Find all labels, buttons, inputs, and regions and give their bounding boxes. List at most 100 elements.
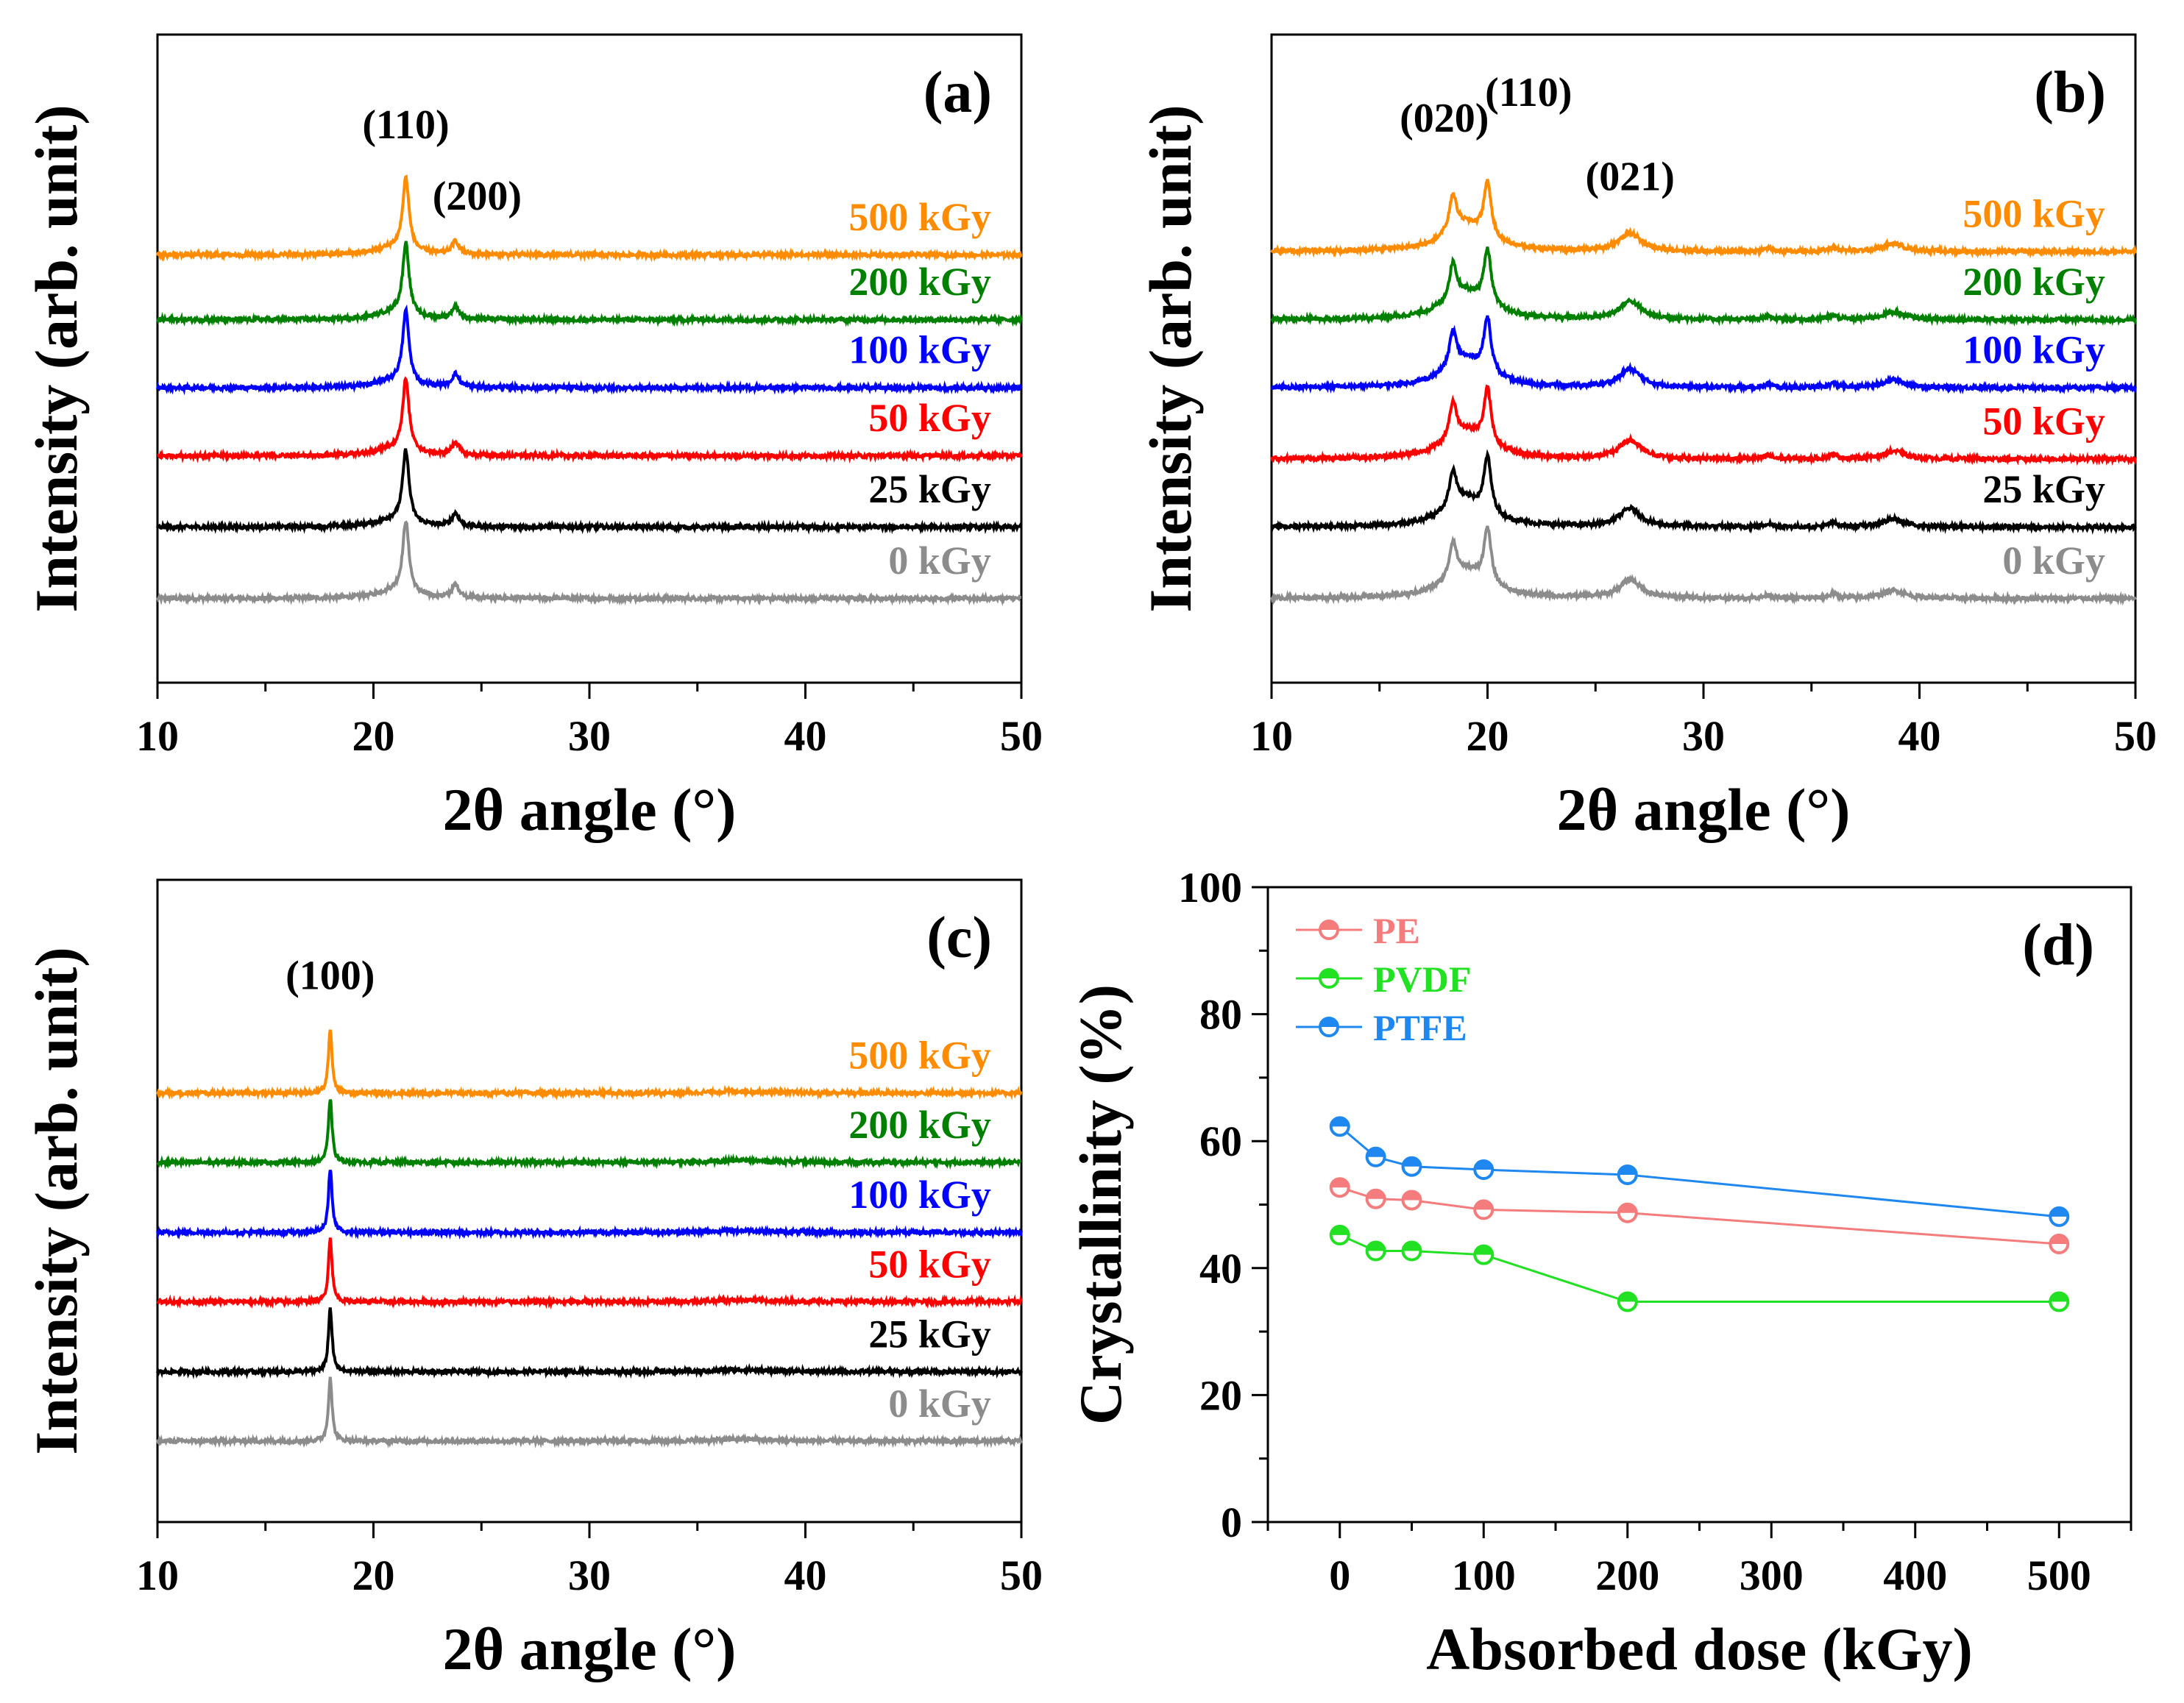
x-tick-label: 300 — [1740, 1551, 1804, 1599]
data-point-fill — [1330, 1178, 1349, 1188]
data-point-fill — [1366, 1148, 1385, 1157]
peak-annotation: (021) — [1586, 154, 1675, 199]
data-point-fill — [2050, 1207, 2068, 1217]
y-tick-label: 100 — [1178, 864, 1242, 911]
series-label: 200 kGy — [848, 260, 991, 304]
series-label: 500 kGy — [848, 1034, 991, 1078]
panel-b: 10 20 30 40 50 2θ angle (°) Intensity (arb. un… — [1137, 33, 2157, 843]
x-tick-label: 30 — [568, 712, 611, 760]
series-line — [1270, 246, 2137, 327]
x-axis-title: 2θ angle (°) — [443, 776, 737, 843]
series-label: 0 kGy — [888, 1382, 991, 1426]
x-tick-label: 50 — [1000, 1551, 1043, 1599]
series-label: 500 kGy — [848, 195, 991, 239]
series-line — [156, 520, 1021, 607]
x-tick-label: 0 — [1329, 1551, 1350, 1599]
legend-label: PVDF — [1373, 959, 1471, 1000]
series-line — [1270, 449, 2137, 535]
y-tick-label: 0 — [1221, 1498, 1242, 1546]
legend-marker-fill — [1320, 970, 1338, 978]
data-point-fill — [1618, 1165, 1637, 1175]
data-point-fill — [1330, 1117, 1349, 1127]
y-tick-label: 80 — [1199, 991, 1242, 1039]
x-tick-label: 20 — [1467, 712, 1509, 760]
peak-annotation: (020) — [1400, 96, 1489, 141]
series-line — [156, 1170, 1023, 1240]
x-tick-label: 50 — [1000, 712, 1043, 760]
data-point-fill — [1330, 1226, 1349, 1235]
x-tick-label: 10 — [136, 1551, 179, 1599]
series-line — [1339, 1186, 2060, 1245]
series-label: 0 kGy — [2002, 538, 2105, 583]
legend-label: PE — [1373, 910, 1420, 951]
series-label: 25 kGy — [868, 1312, 991, 1357]
data-point-fill — [1475, 1161, 1493, 1170]
series-line — [156, 1307, 1023, 1380]
data-point-fill — [1366, 1242, 1385, 1251]
series-line — [156, 1237, 1023, 1310]
peak-annotation: (110) — [1485, 70, 1572, 115]
data-point-fill — [1403, 1242, 1421, 1251]
series-label: 100 kGy — [848, 1173, 991, 1217]
data-point-fill — [1618, 1293, 1637, 1302]
series-label: 100 kGy — [1963, 328, 2105, 372]
series-line — [156, 174, 1023, 263]
series-label: 50 kGy — [868, 1242, 991, 1286]
data-point-fill — [1403, 1157, 1421, 1167]
series-label: 50 kGy — [868, 396, 991, 440]
data-point-fill — [2050, 1235, 2068, 1245]
series-line — [156, 304, 1023, 396]
legend-marker-fill — [1320, 921, 1338, 930]
x-tick-label: 100 — [1452, 1551, 1516, 1599]
x-tick-label: 30 — [1682, 712, 1725, 760]
series-line — [156, 241, 1023, 327]
x-tick-label: 40 — [784, 712, 827, 760]
panel-a: 10 20 30 40 50 2θ angle (°) Intensity (arb. un… — [23, 33, 1043, 843]
peak-annotation: (100) — [286, 953, 375, 998]
data-point-fill — [1618, 1204, 1637, 1213]
x-tick-label: 10 — [1250, 712, 1293, 760]
x-tick-label: 20 — [352, 1551, 395, 1599]
series-line — [156, 448, 1023, 535]
peak-annotation: (200) — [433, 174, 522, 219]
y-tick-label: 60 — [1199, 1117, 1242, 1165]
series-label: 100 kGy — [848, 328, 991, 372]
series-line — [157, 376, 1023, 464]
data-point-fill — [1366, 1190, 1385, 1199]
x-axis-title: 2θ angle (°) — [443, 1615, 737, 1682]
legend-marker-fill — [1320, 1018, 1338, 1027]
series-line — [1270, 525, 2137, 606]
x-tick-label: 500 — [2027, 1551, 2091, 1599]
series-line — [156, 1376, 1023, 1449]
x-tick-label: 400 — [1883, 1551, 1947, 1599]
series-line — [1270, 384, 2137, 466]
data-point-fill — [2050, 1293, 2068, 1302]
series-line — [156, 1099, 1021, 1170]
y-axis-title: Intensity (arb. unit) — [23, 104, 90, 612]
x-tick-label: 30 — [568, 1551, 611, 1599]
y-axis-title: Intensity (arb. unit) — [23, 947, 90, 1454]
series-label: 25 kGy — [868, 467, 991, 511]
x-tick-label: 200 — [1595, 1551, 1659, 1599]
y-tick-label: 20 — [1199, 1371, 1242, 1419]
series-line — [1270, 179, 2137, 259]
series-label: 500 kGy — [1963, 192, 2105, 236]
panel-label: (c) — [926, 906, 992, 970]
data-point-fill — [1403, 1191, 1421, 1201]
data-point-fill — [1475, 1201, 1493, 1210]
series-line — [1270, 315, 2137, 395]
data-point-fill — [1475, 1245, 1493, 1255]
y-axis-title: Intensity (arb. unit) — [1137, 104, 1204, 612]
peak-annotation: (110) — [362, 102, 449, 148]
x-tick-label: 40 — [784, 1551, 827, 1599]
x-tick-label: 40 — [1898, 712, 1941, 760]
panel-label: (a) — [923, 60, 992, 125]
series-label: 25 kGy — [1982, 467, 2105, 511]
series-label: 0 kGy — [888, 538, 991, 583]
x-tick-label: 50 — [2114, 712, 2157, 760]
x-tick-label: 20 — [352, 712, 395, 760]
panel-label: (d) — [2022, 913, 2094, 978]
panel-c: 10 20 30 40 50 2θ angle (°) Intensity (arb. un… — [23, 878, 1043, 1682]
panel-label: (b) — [2034, 60, 2106, 125]
